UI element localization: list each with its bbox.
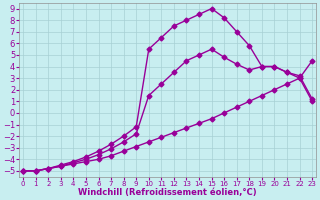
X-axis label: Windchill (Refroidissement éolien,°C): Windchill (Refroidissement éolien,°C): [78, 188, 257, 197]
